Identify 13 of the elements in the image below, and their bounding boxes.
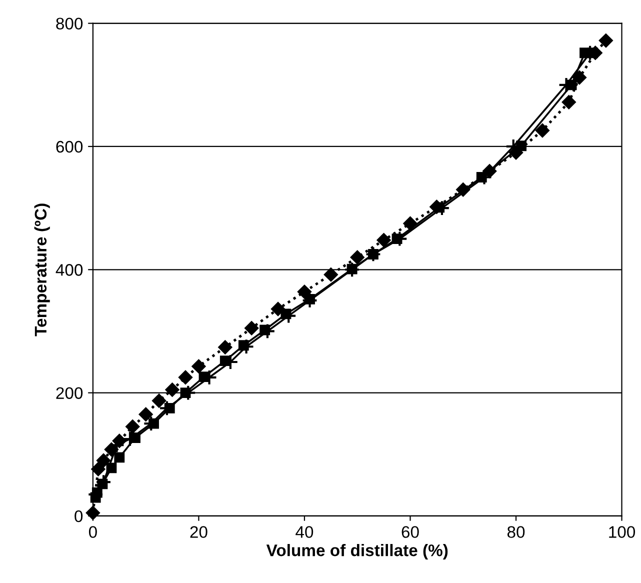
x-tick-label: 100 — [609, 526, 636, 538]
x-tick-label: 0 — [88, 526, 97, 538]
y-tick-label: 200 — [56, 387, 83, 399]
x-tick-label: 80 — [507, 526, 525, 538]
x-tick-label: 40 — [296, 526, 314, 538]
x-tick-label: 20 — [190, 526, 208, 538]
y-tick-label: 400 — [56, 264, 83, 276]
y-axis-title: Temperature (ºC) — [34, 204, 50, 336]
y-tick-label: 800 — [56, 18, 83, 30]
x-tick-label: 60 — [402, 526, 419, 538]
x-axis-title: Volume of distillate (%) — [266, 544, 448, 560]
y-tick-label: 600 — [56, 140, 83, 153]
y-tick-label: 0 — [74, 510, 83, 522]
